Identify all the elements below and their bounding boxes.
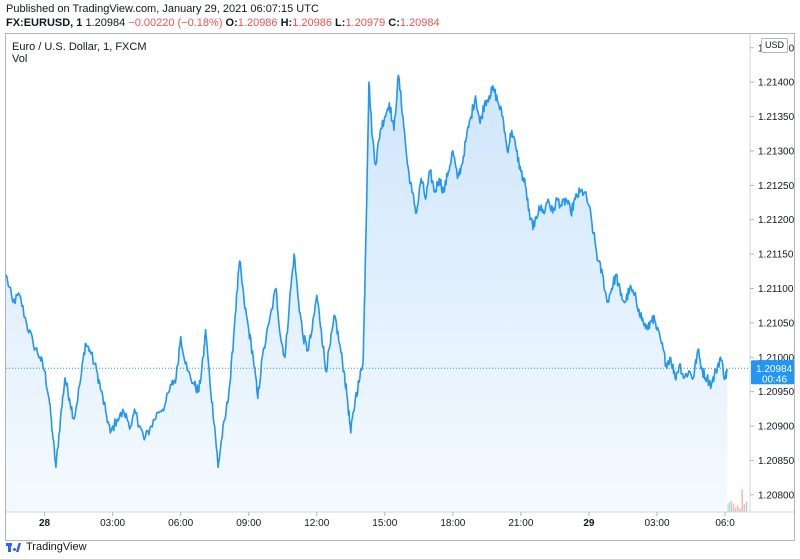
currency-button[interactable]: USD xyxy=(761,38,788,53)
price-change: −0.00220 (−0.18%) xyxy=(128,17,223,29)
low-value: 1.20979 xyxy=(345,17,386,29)
tradingview-logo-icon xyxy=(6,540,22,554)
time-tick-label: 28 xyxy=(39,518,51,529)
volume-bar xyxy=(728,502,730,512)
volume-bar xyxy=(739,508,741,512)
time-tick-label: 09:00 xyxy=(236,518,261,529)
price-tick-label: 1.21100 xyxy=(758,284,794,295)
price-tick-label: 1.20900 xyxy=(758,422,795,433)
ticker-summary: FX:EURUSD, 1 1.20984 −0.00220 (−0.18%) O… xyxy=(6,17,440,29)
volume-bar xyxy=(745,501,748,512)
chart-frame xyxy=(5,33,795,541)
price-line xyxy=(5,74,729,469)
volume-bar xyxy=(732,503,735,512)
low-label: L: xyxy=(335,17,346,29)
close-label: C: xyxy=(388,17,400,29)
price-tick-label: 1.21200 xyxy=(758,215,795,226)
time-axis: 28 03:00 06:00 09:00 12:00 15:00 18:00 21:00 29 0… xyxy=(39,512,735,529)
price-tick-label: 1.21250 xyxy=(758,181,795,192)
volume-label: Vol xyxy=(12,53,28,65)
time-tick-label: 06:0 xyxy=(715,518,735,529)
time-tick-label: 21:00 xyxy=(508,518,533,529)
bar-countdown: 00:46 xyxy=(762,374,787,385)
price-tick-label: 1.21300 xyxy=(758,146,795,157)
high-label: H: xyxy=(280,17,293,29)
volume-bar xyxy=(734,507,737,512)
price-tick-label: 1.20800 xyxy=(758,490,795,501)
price-tick-label: 1.21000 xyxy=(758,353,795,364)
published-note: Published on TradingView.com, January 29… xyxy=(6,3,319,15)
volume-bar xyxy=(741,489,743,512)
close-value: 1.20984 xyxy=(399,17,440,29)
time-tick-label: 03:00 xyxy=(644,518,669,529)
volume-bar xyxy=(743,504,746,512)
brand-name: TradingView xyxy=(26,541,87,553)
price-tick-label: 1.20850 xyxy=(758,456,795,467)
pane-title: Euro / U.S. Dollar, 1, FXCM xyxy=(12,41,147,53)
time-tick-label: 06:00 xyxy=(168,518,193,529)
high-value: 1.20986 xyxy=(292,17,332,29)
time-tick-label: 03:00 xyxy=(100,518,125,529)
time-tick-label: 29 xyxy=(583,518,595,529)
tradingview-branding[interactable]: TradingView xyxy=(6,540,87,554)
price-tick-label: 1.21050 xyxy=(758,318,795,329)
price-tick-label: 1.21400 xyxy=(758,78,795,89)
last-price: 1.20984 xyxy=(85,17,126,29)
price-axis: 1.20800 1.20850 1.20900 1.20950 1.21000 1.210… xyxy=(750,43,795,501)
open-label: O: xyxy=(225,17,238,29)
time-tick-label: 18:00 xyxy=(440,518,465,529)
time-tick-label: 12:00 xyxy=(304,518,329,529)
price-tick-label: 1.21350 xyxy=(758,112,795,123)
open-value: 1.20986 xyxy=(237,17,278,29)
volume-bar xyxy=(737,505,739,512)
volume-bar xyxy=(730,500,733,512)
current-price-label: 1.20984 xyxy=(756,364,793,375)
price-area xyxy=(6,75,728,513)
symbol: FX:EURUSD, 1 xyxy=(6,17,83,29)
price-tick-label: 1.20950 xyxy=(758,387,795,398)
price-tick-label: 1.21150 xyxy=(758,250,794,261)
time-tick-label: 15:00 xyxy=(372,518,397,529)
